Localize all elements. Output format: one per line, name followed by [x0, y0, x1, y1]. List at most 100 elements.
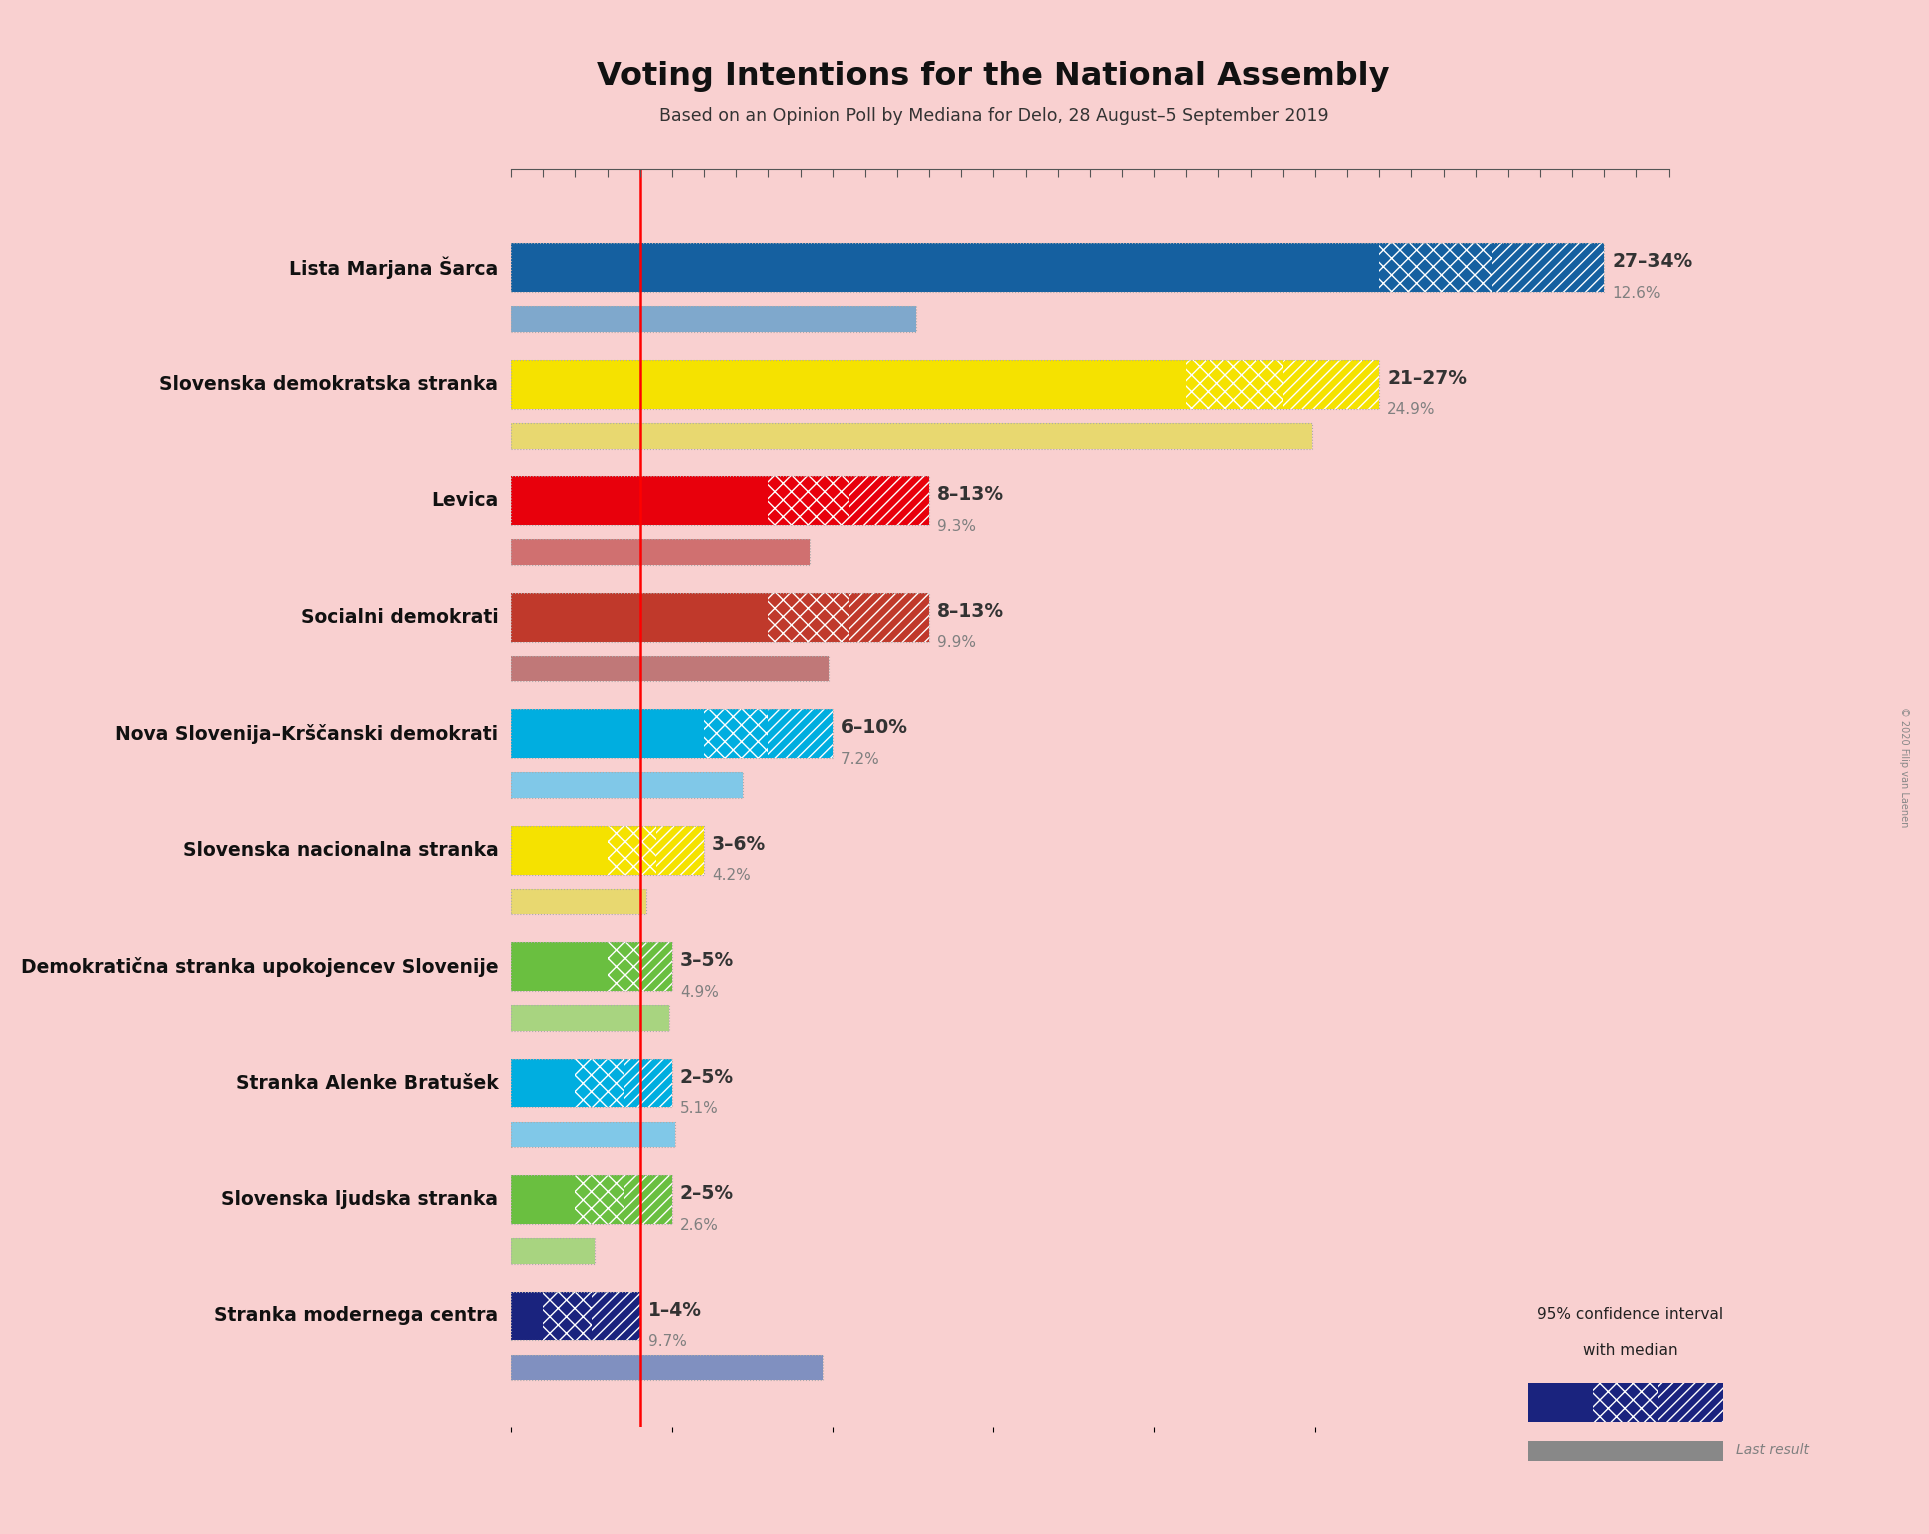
Bar — [511, 360, 1186, 408]
Bar — [511, 1005, 669, 1031]
Bar — [544, 1292, 592, 1341]
Text: Stranka Alenke Bratušek: Stranka Alenke Bratušek — [235, 1074, 498, 1092]
Bar — [511, 1292, 640, 1341]
Bar — [511, 1121, 675, 1147]
Text: 1–4%: 1–4% — [648, 1301, 702, 1319]
Text: with median: with median — [1582, 1342, 1678, 1358]
Text: 21–27%: 21–27% — [1387, 368, 1468, 388]
Bar — [768, 476, 849, 525]
Bar — [592, 1292, 640, 1341]
Bar — [511, 772, 743, 798]
Bar — [511, 942, 608, 991]
Bar — [849, 592, 930, 641]
Bar — [511, 1121, 675, 1147]
Text: 2–5%: 2–5% — [681, 1068, 735, 1086]
Bar — [511, 1238, 594, 1264]
Bar — [511, 888, 646, 914]
Text: Levica: Levica — [430, 491, 498, 511]
Bar — [511, 1005, 669, 1031]
Bar — [511, 1292, 544, 1341]
Text: 6–10%: 6–10% — [841, 718, 909, 738]
Bar — [511, 825, 608, 874]
Text: 9.9%: 9.9% — [937, 635, 976, 650]
Bar — [623, 1175, 671, 1224]
Text: Demokratična stranka upokojencev Slovenije: Demokratična stranka upokojencev Sloveni… — [21, 957, 498, 977]
Bar — [511, 476, 768, 525]
Bar — [511, 709, 833, 758]
Bar — [511, 1355, 824, 1381]
Bar — [1657, 1384, 1723, 1422]
Bar — [511, 1238, 594, 1264]
Bar — [656, 825, 704, 874]
Text: 4.9%: 4.9% — [681, 985, 720, 1000]
Text: 12.6%: 12.6% — [1613, 285, 1661, 301]
Text: 8–13%: 8–13% — [937, 485, 1005, 505]
Bar — [768, 592, 849, 641]
Bar — [511, 1058, 671, 1108]
Bar — [511, 592, 930, 641]
Text: 5.1%: 5.1% — [681, 1101, 720, 1117]
Text: 9.3%: 9.3% — [937, 518, 976, 534]
Bar — [511, 307, 916, 331]
Bar — [511, 244, 1605, 291]
Bar — [511, 360, 1379, 408]
Bar — [1379, 244, 1491, 291]
Bar — [511, 709, 704, 758]
Bar — [511, 657, 829, 681]
Bar — [511, 1355, 824, 1381]
Bar — [575, 1058, 623, 1108]
Bar — [640, 942, 671, 991]
Bar — [511, 540, 810, 565]
Text: 4.2%: 4.2% — [712, 868, 750, 884]
Text: © 2020 Filip van Laenen: © 2020 Filip van Laenen — [1898, 707, 1910, 827]
Text: 9.7%: 9.7% — [648, 1335, 687, 1348]
Text: Slovenska demokratska stranka: Slovenska demokratska stranka — [160, 374, 498, 394]
Bar — [768, 709, 833, 758]
Bar — [1528, 1442, 1723, 1460]
Bar — [511, 1058, 575, 1108]
Text: 8–13%: 8–13% — [937, 601, 1005, 621]
Bar — [1186, 360, 1283, 408]
Text: Nova Slovenija–Krščanski demokrati: Nova Slovenija–Krščanski demokrati — [116, 724, 498, 744]
Bar — [511, 825, 704, 874]
Text: 24.9%: 24.9% — [1387, 402, 1435, 417]
Bar — [511, 657, 829, 681]
Bar — [608, 825, 656, 874]
Bar — [704, 709, 768, 758]
Bar — [623, 1058, 671, 1108]
Text: Voting Intentions for the National Assembly: Voting Intentions for the National Assem… — [598, 61, 1389, 92]
Bar — [1491, 244, 1605, 291]
Text: 3–6%: 3–6% — [712, 834, 766, 854]
Text: 7.2%: 7.2% — [841, 752, 880, 767]
Text: 27–34%: 27–34% — [1613, 253, 1692, 272]
Bar — [575, 1175, 623, 1224]
Bar — [511, 540, 810, 565]
Bar — [511, 592, 768, 641]
Bar — [608, 942, 640, 991]
Text: 2.6%: 2.6% — [681, 1218, 720, 1233]
Bar — [511, 888, 646, 914]
Bar — [1283, 360, 1379, 408]
Bar — [849, 476, 930, 525]
Bar — [511, 476, 930, 525]
Text: 95% confidence interval: 95% confidence interval — [1537, 1307, 1723, 1322]
Text: 2–5%: 2–5% — [681, 1184, 735, 1203]
Text: Based on an Opinion Poll by Mediana for Delo, 28 August–5 September 2019: Based on an Opinion Poll by Mediana for … — [658, 107, 1329, 126]
Text: Lista Marjana Šarca: Lista Marjana Šarca — [289, 256, 498, 279]
Bar — [511, 423, 1312, 448]
Text: Socialni demokrati: Socialni demokrati — [301, 607, 498, 627]
Bar — [511, 1175, 575, 1224]
Text: Last result: Last result — [1736, 1443, 1809, 1457]
Bar — [1528, 1384, 1593, 1422]
Text: Slovenska nacionalna stranka: Slovenska nacionalna stranka — [183, 841, 498, 859]
Bar — [1593, 1384, 1657, 1422]
Text: Stranka modernega centra: Stranka modernega centra — [214, 1307, 498, 1325]
Bar — [511, 772, 743, 798]
Bar — [511, 307, 916, 331]
Bar — [511, 423, 1312, 448]
Bar — [511, 1175, 671, 1224]
Bar — [511, 244, 1379, 291]
Text: 3–5%: 3–5% — [681, 951, 735, 969]
Text: Slovenska ljudska stranka: Slovenska ljudska stranka — [222, 1190, 498, 1209]
Bar — [511, 942, 671, 991]
